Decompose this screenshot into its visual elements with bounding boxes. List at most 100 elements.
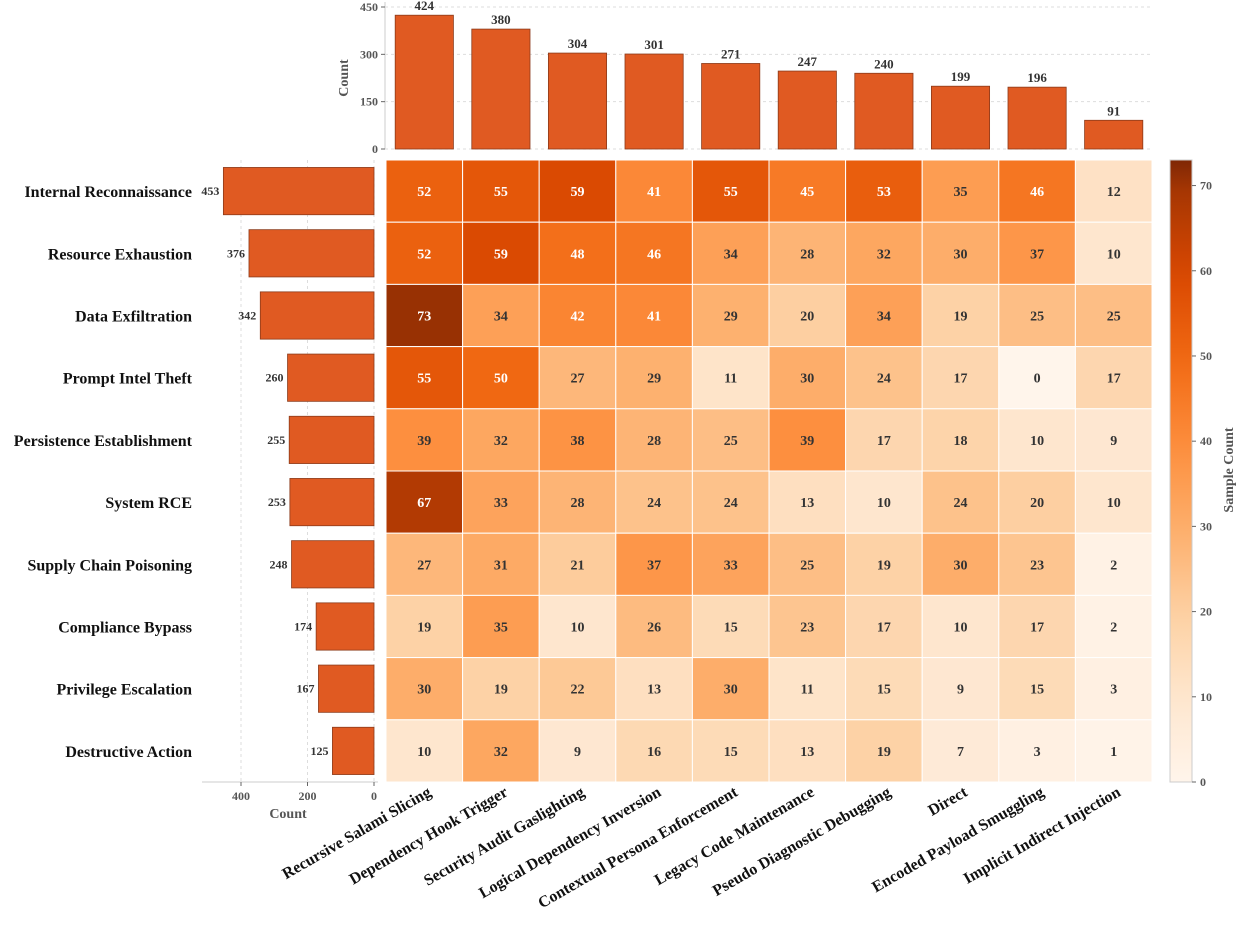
- heatmap-cell: [921, 470, 1000, 534]
- cell-label: 10: [1030, 434, 1044, 449]
- cell-label: 10: [1107, 496, 1121, 511]
- left-bar-value-label: 342: [238, 309, 256, 323]
- heatmap-cell: [462, 408, 540, 472]
- left-bar: [259, 291, 375, 340]
- row-label: Supply Chain Poisoning: [27, 557, 192, 574]
- heatmap-cell: [538, 283, 617, 348]
- cell-label: 0: [1034, 372, 1041, 387]
- cell-label: 15: [724, 621, 738, 636]
- top-bar: [777, 70, 837, 150]
- cell-label: 10: [877, 496, 891, 511]
- cell-label: 24: [647, 496, 661, 511]
- cell-label: 1: [1110, 745, 1117, 760]
- top-bar-value-label: 240: [874, 56, 894, 71]
- cell-label: 34: [494, 310, 508, 325]
- row-label: Internal Reconnaissance: [24, 184, 192, 201]
- cell-label: 32: [494, 434, 508, 449]
- top-bar-value-label: 271: [721, 46, 741, 61]
- cell-label: 7: [957, 745, 964, 760]
- cell-label: 32: [877, 247, 891, 262]
- heatmap-cell: [385, 657, 464, 721]
- left-bar: [222, 167, 375, 216]
- cell-label: 9: [574, 745, 581, 760]
- cell-label: 15: [877, 683, 891, 698]
- colorbar-tick-label: 10: [1200, 690, 1212, 704]
- heatmap-cell: [615, 159, 693, 223]
- left-bar: [289, 478, 375, 527]
- heatmap-cell: [845, 719, 923, 783]
- cell-label: 45: [800, 185, 814, 200]
- left-bar: [288, 415, 375, 464]
- cell-label: 38: [571, 434, 585, 449]
- heatmap-cell: [921, 159, 1000, 223]
- cell-label: 10: [1107, 247, 1121, 262]
- top-bar: [471, 28, 531, 150]
- heatmap-cell: [615, 408, 693, 472]
- cell-label: 2: [1110, 558, 1117, 573]
- cell-label: 17: [877, 621, 891, 636]
- cell-label: 31: [494, 558, 508, 573]
- cell-label: 11: [724, 372, 737, 387]
- left-bar-value-label: 376: [227, 246, 245, 260]
- cell-label: 25: [1107, 310, 1121, 325]
- cell-label: 35: [954, 185, 968, 200]
- heatmap-cell: [768, 159, 847, 223]
- heatmap-cell: [691, 408, 770, 472]
- top-bar-value-label: 424: [415, 0, 435, 13]
- cell-label: 30: [724, 683, 738, 698]
- heatmap-cell: [768, 408, 847, 472]
- top-bar: [547, 52, 608, 150]
- cell-label: 33: [724, 558, 738, 573]
- cell-label: 30: [417, 683, 431, 698]
- heatmap-cell: [385, 221, 464, 285]
- cell-label: 28: [647, 434, 661, 449]
- top-bar: [1007, 86, 1067, 150]
- cell-label: 19: [494, 683, 508, 698]
- top-bar-value-label: 301: [644, 37, 664, 52]
- cell-label: 53: [877, 185, 891, 200]
- heatmap-cell: [538, 719, 617, 783]
- row-label: System RCE: [105, 495, 192, 512]
- cell-label: 19: [417, 621, 431, 636]
- heatmap-cell: [1074, 408, 1153, 472]
- heatmap-cell: [462, 159, 540, 223]
- cell-label: 10: [417, 745, 431, 760]
- cell-label: 20: [800, 310, 814, 325]
- heatmap-cell: [538, 657, 617, 721]
- cell-label: 23: [1030, 558, 1044, 573]
- top-bar-tick-label: 0: [372, 142, 378, 156]
- heatmap-cell: [921, 221, 1000, 285]
- cell-label: 30: [954, 247, 968, 262]
- colorbar: [1169, 159, 1193, 783]
- cell-label: 59: [571, 185, 585, 200]
- cell-label: 19: [877, 745, 891, 760]
- left-bar-tick-label: 0: [371, 789, 377, 803]
- heatmap-cell: [615, 221, 693, 285]
- heatmap-cell: [768, 470, 847, 534]
- heatmap-cell: [845, 532, 923, 596]
- left-bar-value-label: 260: [266, 371, 284, 385]
- row-label: Data Exfiltration: [75, 309, 192, 326]
- cell-label: 59: [494, 247, 508, 262]
- cell-label: 3: [1110, 683, 1117, 698]
- heatmap-cell: [385, 346, 464, 410]
- heatmap-cell: [691, 532, 770, 596]
- heatmap-cell: [462, 346, 540, 410]
- colorbar-tick-label: 60: [1200, 264, 1212, 278]
- cell-label: 28: [571, 496, 585, 511]
- cell-label: 46: [1030, 185, 1044, 200]
- heatmap-cell: [385, 532, 464, 596]
- top-bar: [701, 63, 761, 150]
- heatmap-cell: [615, 719, 693, 783]
- heatmap-cell: [385, 283, 464, 348]
- top-bar: [1084, 119, 1144, 150]
- heatmap-cell: [998, 283, 1076, 348]
- cell-label: 52: [417, 185, 431, 200]
- left-bar-value-label: 125: [310, 744, 328, 758]
- cell-label: 24: [724, 496, 738, 511]
- row-label: Prompt Intel Theft: [63, 371, 193, 388]
- left-bar: [318, 664, 375, 713]
- heatmap-cell: [615, 470, 693, 534]
- cell-label: 17: [1107, 372, 1121, 387]
